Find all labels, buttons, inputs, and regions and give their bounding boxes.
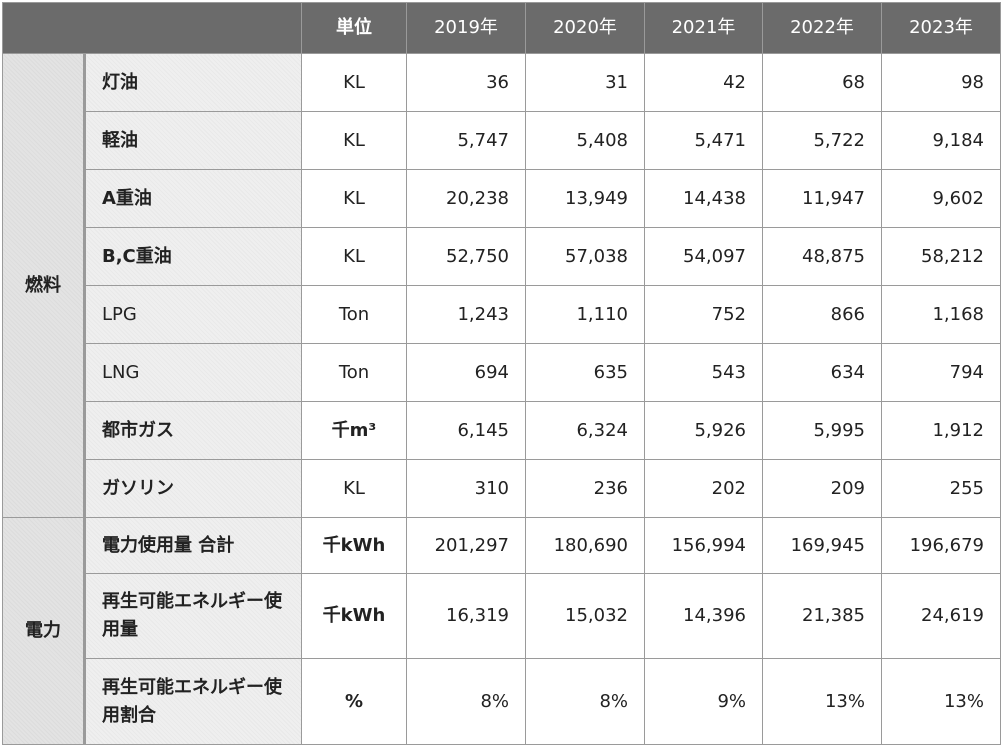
value-cell: 42	[644, 53, 763, 112]
value-cell: 11,947	[762, 169, 882, 228]
table-row: 燃料 灯油 KL 36 31 42 68 98	[2, 53, 1001, 518]
row-unit: KL	[301, 53, 407, 112]
value-cell: 31	[525, 53, 645, 112]
row-item-label: LNG	[84, 343, 302, 402]
value-cell: 209	[762, 459, 882, 518]
row-unit: Ton	[301, 343, 407, 402]
value-cell: 48,875	[762, 227, 882, 286]
value-cell: 866	[762, 285, 882, 344]
value-cell: 5,471	[644, 111, 763, 170]
table-row: 再生可能エネルギー使用量 千kWh 16,319 15,032 14,396 2…	[3, 573, 1001, 659]
value-cell: 5,926	[644, 401, 763, 460]
row-unit: 千m³	[301, 401, 407, 460]
row-item-label: ガソリン	[84, 459, 302, 518]
value-cell: 634	[762, 343, 882, 402]
value-cell: 52,750	[406, 227, 526, 286]
value-cell: 255	[881, 459, 1001, 518]
value-cell: 20,238	[406, 169, 526, 228]
value-cell: 24,619	[881, 573, 1001, 659]
table-row: LNG Ton 694 635 543 634 794	[3, 343, 1001, 402]
value-cell: 310	[406, 459, 526, 518]
row-item-label: 再生可能エネルギー使用割合	[84, 658, 302, 745]
value-cell: 201,297	[406, 517, 526, 574]
value-cell: 14,438	[644, 169, 763, 228]
header-year: 2021年	[644, 2, 763, 54]
header-year: 2019年	[406, 2, 526, 54]
table-row: ガソリン KL 310 236 202 209 255	[3, 459, 1001, 518]
row-item-label: B,C重油	[84, 227, 302, 286]
value-cell: 13%	[881, 658, 1001, 745]
header-unit: 単位	[301, 2, 407, 54]
value-cell: 98	[881, 53, 1001, 112]
header-blank	[2, 2, 302, 54]
header-year: 2022年	[762, 2, 882, 54]
value-cell: 1,243	[406, 285, 526, 344]
table-row: 軽油 KL 5,747 5,408 5,471 5,722 9,184	[3, 111, 1001, 170]
table-row: LPG Ton 1,243 1,110 752 866 1,168	[3, 285, 1001, 344]
value-cell: 794	[881, 343, 1001, 402]
row-item-label: LPG	[84, 285, 302, 344]
value-cell: 694	[406, 343, 526, 402]
value-cell: 6,145	[406, 401, 526, 460]
row-unit: Ton	[301, 285, 407, 344]
value-cell: 58,212	[881, 227, 1001, 286]
group-label-fuel: 燃料	[2, 53, 86, 518]
value-cell: 635	[525, 343, 645, 402]
value-cell: 5,408	[525, 111, 645, 170]
header-row: 単位 2019年 2020年 2021年 2022年 2023年	[2, 2, 1001, 54]
value-cell: 16,319	[406, 573, 526, 659]
value-cell: 57,038	[525, 227, 645, 286]
value-cell: 9,184	[881, 111, 1001, 170]
value-cell: 1,912	[881, 401, 1001, 460]
row-item-label: 電力使用量 合計	[84, 517, 302, 574]
header-year: 2020年	[525, 2, 645, 54]
value-cell: 6,324	[525, 401, 645, 460]
value-cell: 13,949	[525, 169, 645, 228]
row-item-label: A重油	[84, 169, 302, 228]
table-row: A重油 KL 20,238 13,949 14,438 11,947 9,602	[3, 169, 1001, 228]
value-cell: 8%	[406, 658, 526, 745]
table-row: 都市ガス 千m³ 6,145 6,324 5,926 5,995 1,912	[3, 401, 1001, 460]
value-cell: 14,396	[644, 573, 763, 659]
value-cell: 36	[406, 53, 526, 112]
value-cell: 169,945	[762, 517, 882, 574]
value-cell: 180,690	[525, 517, 645, 574]
row-item-label: 再生可能エネルギー使用量	[84, 573, 302, 659]
table-row: 再生可能エネルギー使用割合 % 8% 8% 9% 13% 13%	[3, 658, 1001, 745]
value-cell: 156,994	[644, 517, 763, 574]
table-row: 電力 電力使用量 合計 千kWh 201,297 180,690 156,994…	[2, 517, 1001, 745]
value-cell: 5,722	[762, 111, 882, 170]
value-cell: 15,032	[525, 573, 645, 659]
row-unit: KL	[301, 111, 407, 170]
table-row: B,C重油 KL 52,750 57,038 54,097 48,875 58,…	[3, 227, 1001, 286]
row-unit: KL	[301, 227, 407, 286]
value-cell: 752	[644, 285, 763, 344]
row-unit: %	[301, 658, 407, 745]
row-unit: KL	[301, 169, 407, 228]
row-unit: KL	[301, 459, 407, 518]
row-item-label: 軽油	[84, 111, 302, 170]
value-cell: 8%	[525, 658, 645, 745]
value-cell: 68	[762, 53, 882, 112]
value-cell: 196,679	[881, 517, 1001, 574]
row-unit: 千kWh	[301, 573, 407, 659]
value-cell: 236	[525, 459, 645, 518]
value-cell: 9%	[644, 658, 763, 745]
value-cell: 543	[644, 343, 763, 402]
value-cell: 21,385	[762, 573, 882, 659]
value-cell: 5,747	[406, 111, 526, 170]
value-cell: 202	[644, 459, 763, 518]
value-cell: 1,168	[881, 285, 1001, 344]
value-cell: 5,995	[762, 401, 882, 460]
value-cell: 54,097	[644, 227, 763, 286]
value-cell: 1,110	[525, 285, 645, 344]
value-cell: 13%	[762, 658, 882, 745]
group-label-power: 電力	[2, 517, 86, 745]
row-item-label: 都市ガス	[84, 401, 302, 460]
row-item-label: 灯油	[84, 53, 302, 112]
header-year: 2023年	[881, 2, 1001, 54]
value-cell: 9,602	[881, 169, 1001, 228]
row-unit: 千kWh	[301, 517, 407, 574]
